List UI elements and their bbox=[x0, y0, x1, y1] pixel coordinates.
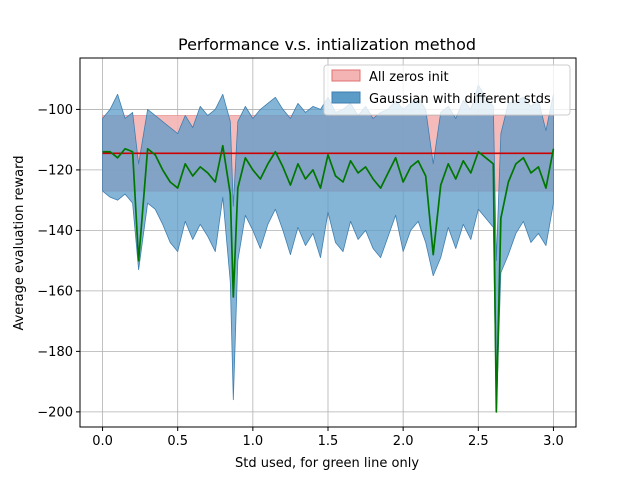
legend-swatch-gaussian bbox=[331, 91, 361, 104]
legend: All zeros init Gaussian with different s… bbox=[323, 64, 571, 116]
x-tick-label: 0.5 bbox=[167, 434, 188, 449]
legend-swatch-zeros bbox=[331, 69, 361, 82]
legend-label-zeros: All zeros init bbox=[369, 70, 449, 85]
zeros-mean-series bbox=[102, 144, 555, 413]
legend-label-gaussian: Gaussian with different stds bbox=[369, 92, 551, 107]
x-axis-title: Std used, for green line only bbox=[235, 456, 419, 471]
chart-title: Performance v.s. intialization method bbox=[178, 35, 476, 54]
y-tick-label: −200 bbox=[37, 405, 73, 420]
y-tick-label: −180 bbox=[37, 345, 73, 360]
x-tick-label: 3.0 bbox=[543, 434, 564, 449]
legend-box bbox=[323, 64, 571, 116]
y-tick-label: −160 bbox=[37, 284, 73, 299]
x-axis: 0.0 0.5 1.0 1.5 2.0 2.5 3.0 bbox=[92, 427, 564, 449]
x-tick-label: 2.5 bbox=[468, 434, 489, 449]
y-tick-label: −140 bbox=[37, 224, 73, 239]
y-tick-label: −100 bbox=[37, 103, 73, 118]
gaussian-series bbox=[102, 84, 554, 413]
x-tick-label: 2.0 bbox=[393, 434, 414, 449]
gaussian-mean-line bbox=[102, 144, 555, 413]
y-tick-label: −120 bbox=[37, 163, 73, 178]
gaussian-band-area bbox=[102, 84, 554, 413]
x-tick-label: 1.0 bbox=[243, 434, 264, 449]
x-tick-label: 1.5 bbox=[318, 434, 339, 449]
x-tick-label: 0.0 bbox=[92, 434, 113, 449]
y-axis: −100 −120 −140 −160 −180 −200 bbox=[37, 103, 80, 420]
y-axis-title: Average evaluation reward bbox=[12, 155, 27, 330]
